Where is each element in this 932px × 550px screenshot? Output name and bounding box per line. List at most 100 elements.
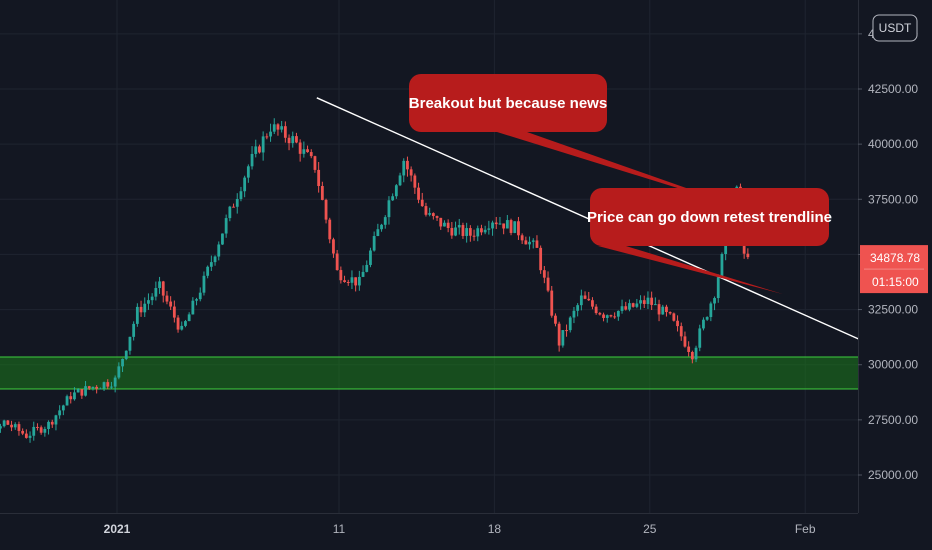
candle-body[interactable] — [317, 169, 321, 187]
candle-body[interactable] — [39, 427, 43, 433]
candle-body[interactable] — [672, 313, 676, 321]
candle-body[interactable] — [457, 225, 461, 228]
candle-body[interactable] — [461, 225, 465, 236]
candle-body[interactable] — [709, 303, 713, 318]
candle-body[interactable] — [228, 206, 232, 219]
candle-body[interactable] — [117, 366, 121, 378]
candle-body[interactable] — [424, 206, 428, 215]
candle-body[interactable] — [498, 223, 502, 225]
candle-body[interactable] — [54, 415, 58, 425]
candle-body[interactable] — [121, 358, 124, 367]
candle-body[interactable] — [32, 426, 36, 436]
candle-body[interactable] — [169, 301, 173, 307]
candle-body[interactable] — [376, 229, 380, 237]
candle-body[interactable] — [50, 421, 54, 425]
candle-body[interactable] — [295, 136, 298, 143]
candle-body[interactable] — [565, 330, 568, 332]
candle-body[interactable] — [665, 306, 668, 313]
candle-body[interactable] — [243, 177, 247, 192]
candle-body[interactable] — [24, 433, 28, 438]
time-axis[interactable]: 2021111825Feb815 — [0, 513, 932, 550]
support-zone-rect[interactable] — [0, 356, 917, 390]
candle-body[interactable] — [287, 137, 291, 144]
candle-body[interactable] — [557, 323, 561, 346]
candle-body[interactable] — [280, 126, 284, 130]
candle-body[interactable] — [150, 296, 154, 301]
candle-body[interactable] — [335, 253, 339, 271]
candle-body[interactable] — [446, 222, 450, 229]
candle-body[interactable] — [369, 250, 372, 265]
candle-body[interactable] — [502, 223, 506, 229]
candle-body[interactable] — [254, 146, 258, 154]
candle-body[interactable] — [161, 281, 165, 296]
candle-body[interactable] — [746, 253, 750, 258]
candle-body[interactable] — [309, 152, 313, 157]
candle-body[interactable] — [258, 146, 261, 153]
candle-body[interactable] — [0, 426, 2, 429]
candle-body[interactable] — [480, 228, 483, 233]
candle-body[interactable] — [195, 299, 198, 301]
candle-body[interactable] — [687, 346, 691, 352]
candle-body[interactable] — [135, 306, 139, 324]
candle-body[interactable] — [2, 420, 6, 427]
candle-body[interactable] — [698, 328, 702, 348]
candle-body[interactable] — [583, 295, 587, 299]
candle-body[interactable] — [224, 218, 228, 234]
candle-body[interactable] — [380, 224, 383, 230]
candle-body[interactable] — [505, 220, 509, 229]
candle-body[interactable] — [235, 198, 239, 207]
candle-body[interactable] — [246, 166, 250, 178]
candle-body[interactable] — [302, 149, 306, 154]
candle-body[interactable] — [346, 282, 350, 284]
candle-body[interactable] — [202, 275, 206, 293]
candle-body[interactable] — [357, 276, 361, 286]
candle-body[interactable] — [143, 303, 147, 313]
candle-body[interactable] — [76, 389, 80, 393]
candle-body[interactable] — [128, 336, 132, 351]
candle-body[interactable] — [95, 386, 99, 389]
candle-body[interactable] — [616, 310, 620, 317]
candle-body[interactable] — [165, 295, 169, 302]
candle-body[interactable] — [21, 430, 25, 434]
candle-body[interactable] — [528, 241, 531, 245]
currency-chip-box[interactable] — [872, 14, 918, 42]
candle-body[interactable] — [409, 169, 413, 176]
candle-body[interactable] — [217, 244, 221, 257]
candle-body[interactable] — [391, 196, 395, 201]
time-axis-panel[interactable] — [0, 513, 858, 550]
candle-body[interactable] — [172, 306, 176, 318]
candle-body[interactable] — [261, 136, 265, 153]
candle-body[interactable] — [313, 156, 317, 170]
candle-body[interactable] — [454, 227, 457, 236]
candle-body[interactable] — [554, 315, 557, 324]
candle-body[interactable] — [450, 228, 454, 236]
candle-body[interactable] — [354, 277, 358, 286]
candle-body[interactable] — [713, 298, 716, 304]
candle-body[interactable] — [221, 233, 224, 245]
candle-body[interactable] — [690, 351, 694, 360]
callout-2[interactable]: Price can go down retest trendline — [587, 188, 832, 295]
candle-body[interactable] — [439, 217, 443, 227]
candle-body[interactable] — [639, 300, 642, 304]
callouts[interactable]: Breakout but because news Price can go do… — [409, 74, 832, 295]
candle-body[interactable] — [291, 136, 295, 144]
candle-body[interactable] — [509, 220, 513, 233]
candle-body[interactable] — [705, 317, 709, 320]
candle-body[interactable] — [232, 206, 235, 208]
candle-body[interactable] — [394, 185, 398, 197]
candle-body[interactable] — [476, 228, 480, 237]
candle-body[interactable] — [180, 325, 184, 330]
candle-body[interactable] — [265, 136, 269, 138]
candle-body[interactable] — [483, 229, 487, 233]
candle-body[interactable] — [635, 303, 639, 307]
candle-body[interactable] — [676, 320, 679, 327]
candle-body[interactable] — [69, 396, 73, 400]
candle-body[interactable] — [47, 421, 50, 429]
candle-body[interactable] — [387, 200, 391, 218]
candle-body[interactable] — [702, 319, 705, 329]
candle-body[interactable] — [158, 281, 161, 289]
candle-body[interactable] — [465, 228, 469, 236]
candle-body[interactable] — [591, 300, 594, 307]
candle-body[interactable] — [487, 228, 491, 230]
